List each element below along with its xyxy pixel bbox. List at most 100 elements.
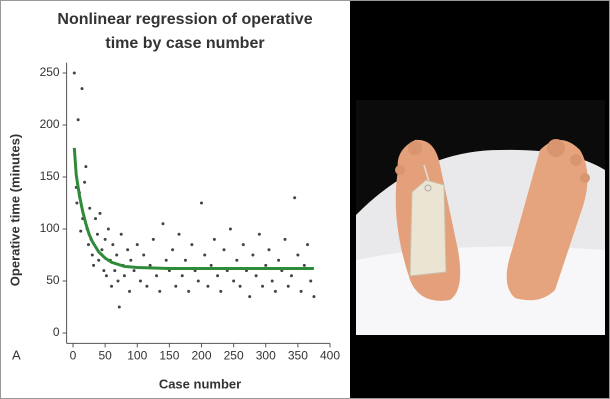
toe	[580, 173, 590, 183]
data-point	[97, 259, 100, 262]
data-point	[75, 202, 78, 205]
data-point	[181, 274, 184, 277]
data-point	[113, 269, 116, 272]
x-tick-label: 150	[159, 349, 179, 363]
data-point	[133, 269, 136, 272]
data-point	[99, 212, 102, 215]
data-point	[94, 217, 97, 220]
y-tick-label: 200	[40, 117, 60, 131]
data-point	[222, 248, 225, 251]
data-point	[312, 295, 315, 298]
data-point	[229, 228, 232, 231]
data-point	[213, 238, 216, 241]
data-point	[88, 207, 91, 210]
data-point	[239, 285, 242, 288]
toe-tag	[410, 180, 446, 276]
data-point	[203, 254, 206, 257]
data-point	[107, 228, 110, 231]
data-point	[110, 285, 113, 288]
data-point	[271, 280, 274, 283]
data-point	[178, 233, 181, 236]
data-point	[216, 274, 219, 277]
data-point	[105, 274, 108, 277]
panel-label: A	[12, 347, 21, 362]
data-point	[145, 285, 148, 288]
data-point	[115, 254, 118, 257]
chart-title: time by case number	[105, 35, 264, 52]
data-point	[197, 280, 200, 283]
toe	[570, 154, 582, 166]
x-tick-label: 250	[224, 349, 244, 363]
y-tick-label: 0	[53, 325, 60, 339]
x-tick-label: 300	[256, 349, 276, 363]
y-tick-label: 250	[40, 65, 60, 79]
photo-panel	[350, 0, 610, 399]
data-point	[174, 285, 177, 288]
data-point	[129, 259, 132, 262]
data-point	[92, 264, 95, 267]
data-point	[123, 274, 126, 277]
data-point	[161, 222, 164, 225]
x-tick-label: 350	[288, 349, 308, 363]
data-point	[277, 259, 280, 262]
data-point	[79, 230, 82, 233]
data-point	[152, 238, 155, 241]
data-point	[165, 259, 168, 262]
data-point	[296, 254, 299, 257]
screenshot: Nonlinear regression of operative time b…	[0, 0, 610, 399]
data-point	[158, 290, 161, 293]
data-point	[242, 243, 245, 246]
data-point	[206, 285, 209, 288]
data-point	[155, 274, 158, 277]
data-point	[235, 259, 238, 262]
data-point	[118, 306, 121, 309]
data-point	[73, 72, 76, 75]
data-point	[83, 181, 86, 184]
data-point	[87, 243, 90, 246]
data-point	[77, 118, 80, 121]
data-point	[300, 290, 303, 293]
data-point	[126, 248, 129, 251]
data-point	[219, 290, 222, 293]
data-point	[102, 269, 105, 272]
data-point	[306, 243, 309, 246]
x-axis-label: Case number	[159, 376, 241, 391]
x-tick-label: 50	[98, 349, 112, 363]
toe	[547, 139, 565, 157]
data-point	[293, 196, 296, 199]
data-point	[287, 285, 290, 288]
data-point	[100, 248, 103, 251]
data-point	[284, 238, 287, 241]
data-point	[264, 264, 267, 267]
data-point	[142, 254, 145, 257]
y-tick-label: 100	[40, 221, 60, 235]
data-point	[267, 248, 270, 251]
data-point	[84, 165, 87, 168]
data-point	[210, 264, 213, 267]
sheet-fold	[356, 247, 605, 335]
data-point	[187, 290, 190, 293]
data-point	[303, 264, 306, 267]
data-point	[248, 295, 251, 298]
data-point	[290, 274, 293, 277]
page: {"chart_data": {"type": "scatter", "titl…	[0, 0, 610, 399]
data-point	[111, 243, 114, 246]
toe	[395, 165, 405, 175]
y-tick-label: 50	[46, 273, 60, 287]
data-point	[251, 254, 254, 257]
data-point	[120, 233, 123, 236]
data-point	[91, 254, 94, 257]
chart-title: Nonlinear regression of operative	[57, 11, 312, 28]
toe	[408, 141, 422, 155]
data-point	[255, 274, 258, 277]
data-point	[139, 280, 142, 283]
data-point	[116, 280, 119, 283]
x-tick-label: 100	[127, 349, 147, 363]
data-point	[190, 243, 193, 246]
data-point	[258, 233, 261, 236]
y-axis-label: Operative time (minutes)	[7, 134, 22, 286]
x-tick-label: 400	[320, 349, 340, 363]
data-point	[96, 233, 99, 236]
data-point	[274, 290, 277, 293]
data-point	[200, 202, 203, 205]
